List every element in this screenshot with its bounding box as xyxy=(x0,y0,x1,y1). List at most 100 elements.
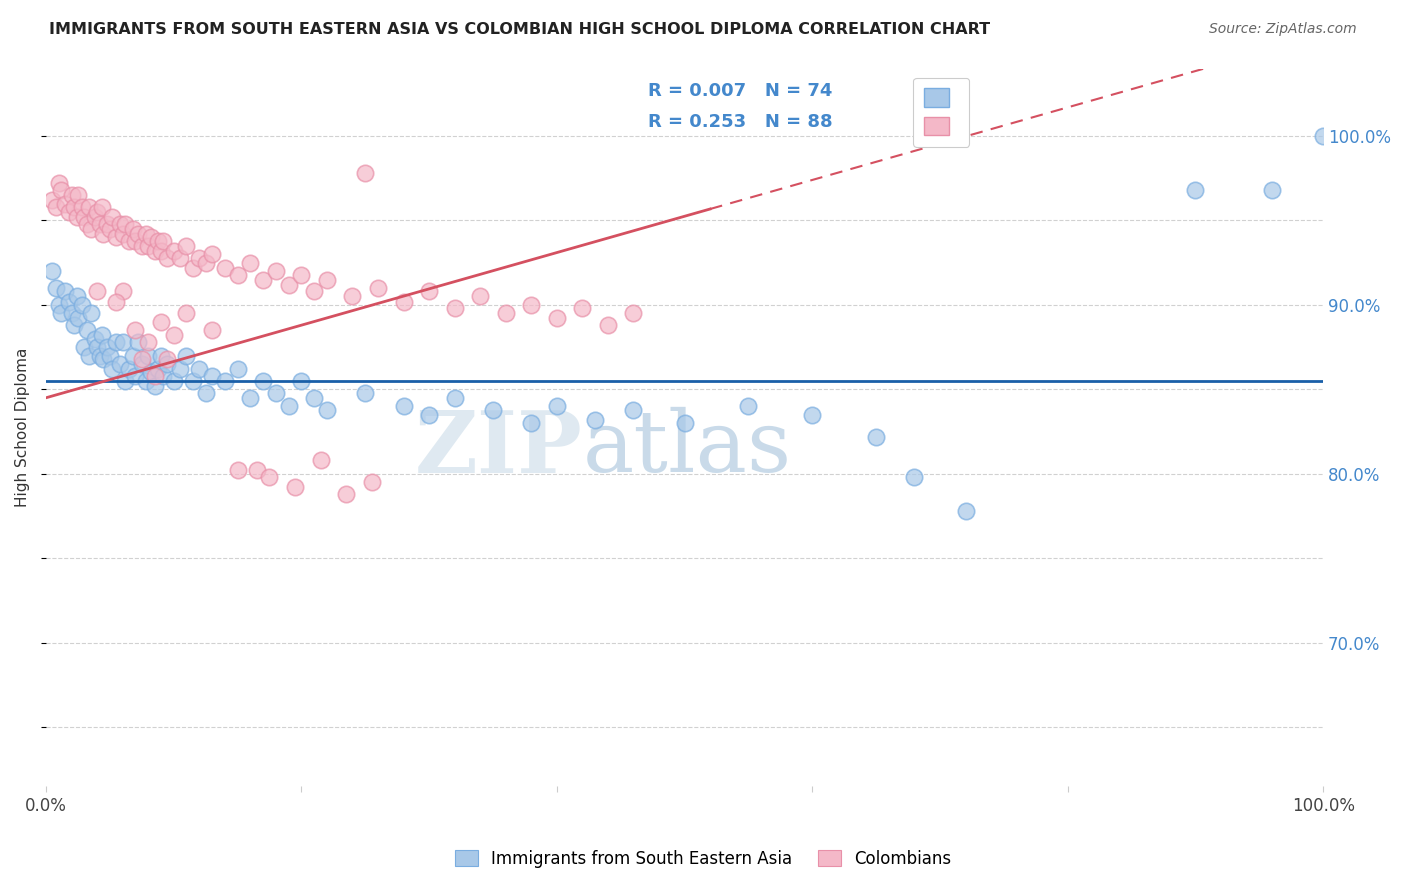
Point xyxy=(181,260,204,275)
Point xyxy=(277,399,299,413)
Point xyxy=(76,217,98,231)
Point xyxy=(1184,183,1206,197)
Point xyxy=(214,374,236,388)
Point xyxy=(239,256,262,270)
Point xyxy=(392,399,415,413)
Point xyxy=(53,196,76,211)
Point xyxy=(143,379,166,393)
Y-axis label: High School Diploma: High School Diploma xyxy=(15,348,30,507)
Point xyxy=(66,188,89,202)
Point xyxy=(108,357,131,371)
Point xyxy=(66,311,89,326)
Point xyxy=(367,281,389,295)
Point xyxy=(105,230,128,244)
Point xyxy=(124,234,146,248)
Point xyxy=(169,251,191,265)
Point xyxy=(226,362,249,376)
Point xyxy=(1312,129,1334,144)
Point xyxy=(118,362,141,376)
Point xyxy=(93,227,115,241)
Point xyxy=(124,323,146,337)
Point xyxy=(60,188,83,202)
Point xyxy=(470,289,492,303)
Point xyxy=(801,408,824,422)
Point xyxy=(45,281,67,295)
Point xyxy=(284,480,307,494)
Point xyxy=(86,205,108,219)
Point xyxy=(48,177,70,191)
Point xyxy=(482,402,505,417)
Text: atlas: atlas xyxy=(582,408,792,491)
Point xyxy=(73,210,96,224)
Point xyxy=(58,205,80,219)
Point xyxy=(201,323,224,337)
Point xyxy=(105,294,128,309)
Point xyxy=(83,332,105,346)
Point xyxy=(139,230,162,244)
Point xyxy=(135,227,157,241)
Point xyxy=(114,374,136,388)
Text: ZIP: ZIP xyxy=(415,407,582,491)
Point xyxy=(443,301,465,316)
Point xyxy=(79,306,101,320)
Point xyxy=(143,368,166,383)
Point xyxy=(955,504,977,518)
Point xyxy=(41,264,63,278)
Point xyxy=(239,391,262,405)
Point xyxy=(143,244,166,258)
Point xyxy=(79,200,101,214)
Point xyxy=(354,385,377,400)
Point xyxy=(101,210,124,224)
Point xyxy=(86,285,108,299)
Point xyxy=(148,234,170,248)
Point xyxy=(108,217,131,231)
Point xyxy=(70,298,93,312)
Point xyxy=(60,306,83,320)
Point xyxy=(63,200,86,214)
Point xyxy=(163,328,186,343)
Point xyxy=(136,349,159,363)
Point xyxy=(86,340,108,354)
Point xyxy=(127,227,149,241)
Point xyxy=(136,334,159,349)
Point xyxy=(264,264,287,278)
Point xyxy=(226,268,249,282)
Text: IMMIGRANTS FROM SOUTH EASTERN ASIA VS COLOMBIAN HIGH SCHOOL DIPLOMA CORRELATION : IMMIGRANTS FROM SOUTH EASTERN ASIA VS CO… xyxy=(49,22,990,37)
Text: Source: ZipAtlas.com: Source: ZipAtlas.com xyxy=(1209,22,1357,37)
Point xyxy=(290,268,312,282)
Text: R = 0.253   N = 88: R = 0.253 N = 88 xyxy=(648,112,832,130)
Point xyxy=(79,222,101,236)
Point xyxy=(131,357,153,371)
Point xyxy=(96,217,118,231)
Point xyxy=(673,416,696,430)
Point xyxy=(596,318,619,333)
Point xyxy=(194,385,217,400)
Point xyxy=(121,349,143,363)
Text: R = 0.007   N = 74: R = 0.007 N = 74 xyxy=(648,82,832,100)
Point xyxy=(176,349,198,363)
Point xyxy=(226,463,249,477)
Point xyxy=(1261,183,1284,197)
Point xyxy=(76,323,98,337)
Point xyxy=(89,349,111,363)
Point xyxy=(264,385,287,400)
Point xyxy=(392,294,415,309)
Point xyxy=(903,470,925,484)
Point xyxy=(131,351,153,366)
Point xyxy=(520,416,543,430)
Point xyxy=(188,362,211,376)
Point xyxy=(58,294,80,309)
Point xyxy=(79,349,101,363)
Point xyxy=(105,334,128,349)
Point xyxy=(65,210,87,224)
Point xyxy=(51,306,73,320)
Point xyxy=(89,217,111,231)
Point xyxy=(316,272,339,286)
Point xyxy=(335,487,357,501)
Point xyxy=(91,328,114,343)
Point xyxy=(163,244,186,258)
Point xyxy=(623,402,645,417)
Point xyxy=(176,306,198,320)
Point xyxy=(41,193,63,207)
Point xyxy=(127,334,149,349)
